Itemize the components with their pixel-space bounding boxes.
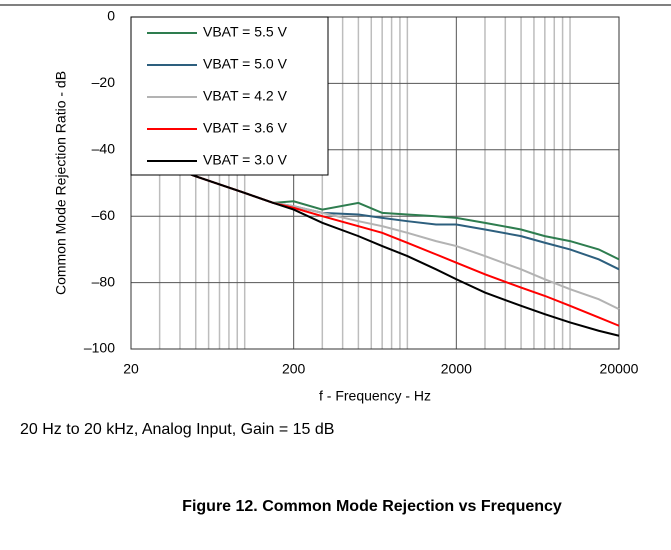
y-tick-label: –60 <box>92 207 116 223</box>
series-line <box>130 152 620 337</box>
x-tick-label: 20000 <box>600 361 639 377</box>
x-tick-label: 20 <box>123 361 139 377</box>
figure-title: Figure 12. Common Mode Rejection vs Freq… <box>182 498 562 515</box>
y-tick-label: –80 <box>92 273 116 289</box>
plot-frame <box>130 16 620 350</box>
legend-label: VBAT = 4.2 V <box>203 88 288 104</box>
legend-label: VBAT = 3.0 V <box>203 152 288 168</box>
y-tick-label: –100 <box>84 340 115 356</box>
y-tick-label: 0 <box>107 8 115 24</box>
caption: 20 Hz to 20 kHz, Analog Input, Gain = 15… <box>20 421 334 438</box>
x-tick-label: 200 <box>282 361 306 377</box>
legend-label: VBAT = 5.0 V <box>203 56 288 72</box>
x-axis-label: f - Frequency - Hz <box>319 388 431 404</box>
y-axis-label: Common Mode Rejection Ratio - dB <box>53 71 69 295</box>
x-tick-label: 2000 <box>441 361 472 377</box>
y-tick-label: –20 <box>92 74 116 90</box>
y-tick-label: –40 <box>92 141 116 157</box>
legend-label: VBAT = 3.6 V <box>203 120 288 136</box>
legend-label: VBAT = 5.5 V <box>203 24 288 40</box>
